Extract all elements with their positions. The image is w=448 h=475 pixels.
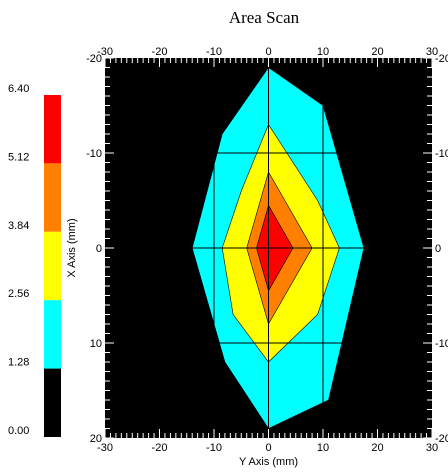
colorbar bbox=[44, 95, 61, 437]
grid-lines bbox=[105, 58, 432, 438]
colorbar-tick-label: 3.84 bbox=[8, 220, 29, 232]
colorbar-bin-0 bbox=[44, 95, 61, 164]
colorbar-bin-2 bbox=[44, 231, 61, 301]
colorbar-tick-label: 1.28 bbox=[8, 357, 29, 369]
y-tick-label-left: 0 bbox=[96, 243, 102, 255]
x-tick-label-top: -10 bbox=[206, 46, 222, 58]
colorbar-tick-label: 6.40 bbox=[8, 83, 29, 95]
y-tick-label-right: -10 bbox=[435, 338, 448, 350]
y-tick-label-left: -20 bbox=[86, 53, 102, 65]
y-tick-label-left: -10 bbox=[86, 148, 102, 160]
colorbar-tick-label: 5.12 bbox=[8, 151, 29, 163]
axis-ticks bbox=[104, 57, 433, 439]
axis-tick-labels: -30-30-20-20-10-1000101020203030-20-1001… bbox=[86, 46, 448, 454]
y-tick-label-right: -20 bbox=[435, 433, 448, 445]
x-tick-label-bottom: 10 bbox=[317, 442, 329, 454]
x-tick-label-top: 20 bbox=[371, 46, 383, 58]
x-tick-label-bottom: -10 bbox=[206, 442, 222, 454]
colorbar-tick-label: 2.56 bbox=[8, 288, 29, 300]
x-tick-label-top: -30 bbox=[97, 46, 113, 58]
x-tick-label-top: -20 bbox=[152, 46, 168, 58]
x-tick-label-top: 30 bbox=[426, 46, 438, 58]
x-tick-label-bottom: 30 bbox=[426, 442, 438, 454]
colorbar-bin-4 bbox=[44, 368, 61, 437]
y-axis-title: X Axis (mm) bbox=[66, 218, 78, 277]
x-tick-label-bottom: -30 bbox=[97, 442, 113, 454]
x-tick-label-top: 0 bbox=[265, 46, 271, 58]
y-tick-label-left: 10 bbox=[90, 338, 102, 350]
x-tick-label-top: 10 bbox=[317, 46, 329, 58]
x-tick-label-bottom: 0 bbox=[265, 442, 271, 454]
x-axis-title: Y Axis (mm) bbox=[239, 456, 298, 468]
y-tick-label-right: 0 bbox=[435, 243, 441, 255]
colorbar-labels: 6.40 5.12 3.84 2.56 1.28 0.00 bbox=[8, 83, 29, 437]
colorbar-bin-3 bbox=[44, 300, 61, 369]
colorbar-bin-1 bbox=[44, 163, 61, 232]
chart-title: Area Scan bbox=[228, 8, 300, 27]
x-tick-label-bottom: -20 bbox=[152, 442, 168, 454]
y-tick-label-right: -20 bbox=[435, 53, 448, 65]
x-tick-label-bottom: 20 bbox=[371, 442, 383, 454]
y-tick-label-right: -10 bbox=[435, 148, 448, 160]
colorbar-tick-label: 0.00 bbox=[8, 425, 29, 437]
y-tick-label-left: 20 bbox=[90, 433, 102, 445]
